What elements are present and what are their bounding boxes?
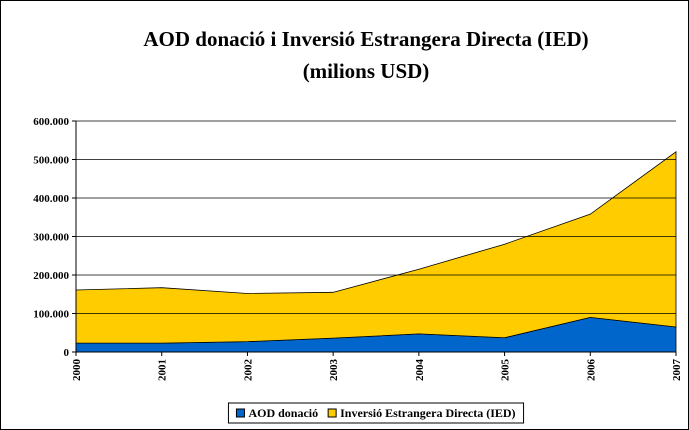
chart-title: AOD donació i Inversió Estrangera Direct…: [143, 27, 588, 51]
chart-subtitle: (milions USD): [303, 59, 430, 83]
y-tick-label: 200.000: [33, 270, 69, 282]
legend-label: Inversió Estrangera Directa (IED): [340, 406, 515, 420]
x-tick-label: 2006: [585, 359, 597, 382]
x-tick-label: 2007: [671, 359, 683, 382]
y-tick-label: 100.000: [33, 309, 69, 321]
legend-swatch: [327, 408, 337, 418]
x-tick-label: 2002: [242, 359, 254, 382]
area: [75, 151, 677, 344]
y-tick-label: 0: [64, 347, 70, 359]
y-tick-label: 400.000: [33, 193, 69, 205]
x-tick-label: 2005: [500, 359, 512, 382]
legend: AOD donació Inversió Estrangera Directa (…: [227, 402, 525, 424]
y-tick-label: 500.000: [33, 155, 69, 167]
x-tick-label: 2004: [414, 359, 426, 382]
x-tick-label: 2000: [71, 359, 83, 382]
legend-box: [227, 402, 525, 424]
y-tick-label: 600.000: [33, 116, 69, 128]
x-tick-label: 2003: [328, 359, 340, 382]
legend-swatch: [235, 408, 245, 418]
legend-label: AOD donació: [248, 406, 318, 420]
y-tick-label: 300.000: [33, 232, 69, 244]
x-tick-label: 2001: [157, 359, 169, 381]
